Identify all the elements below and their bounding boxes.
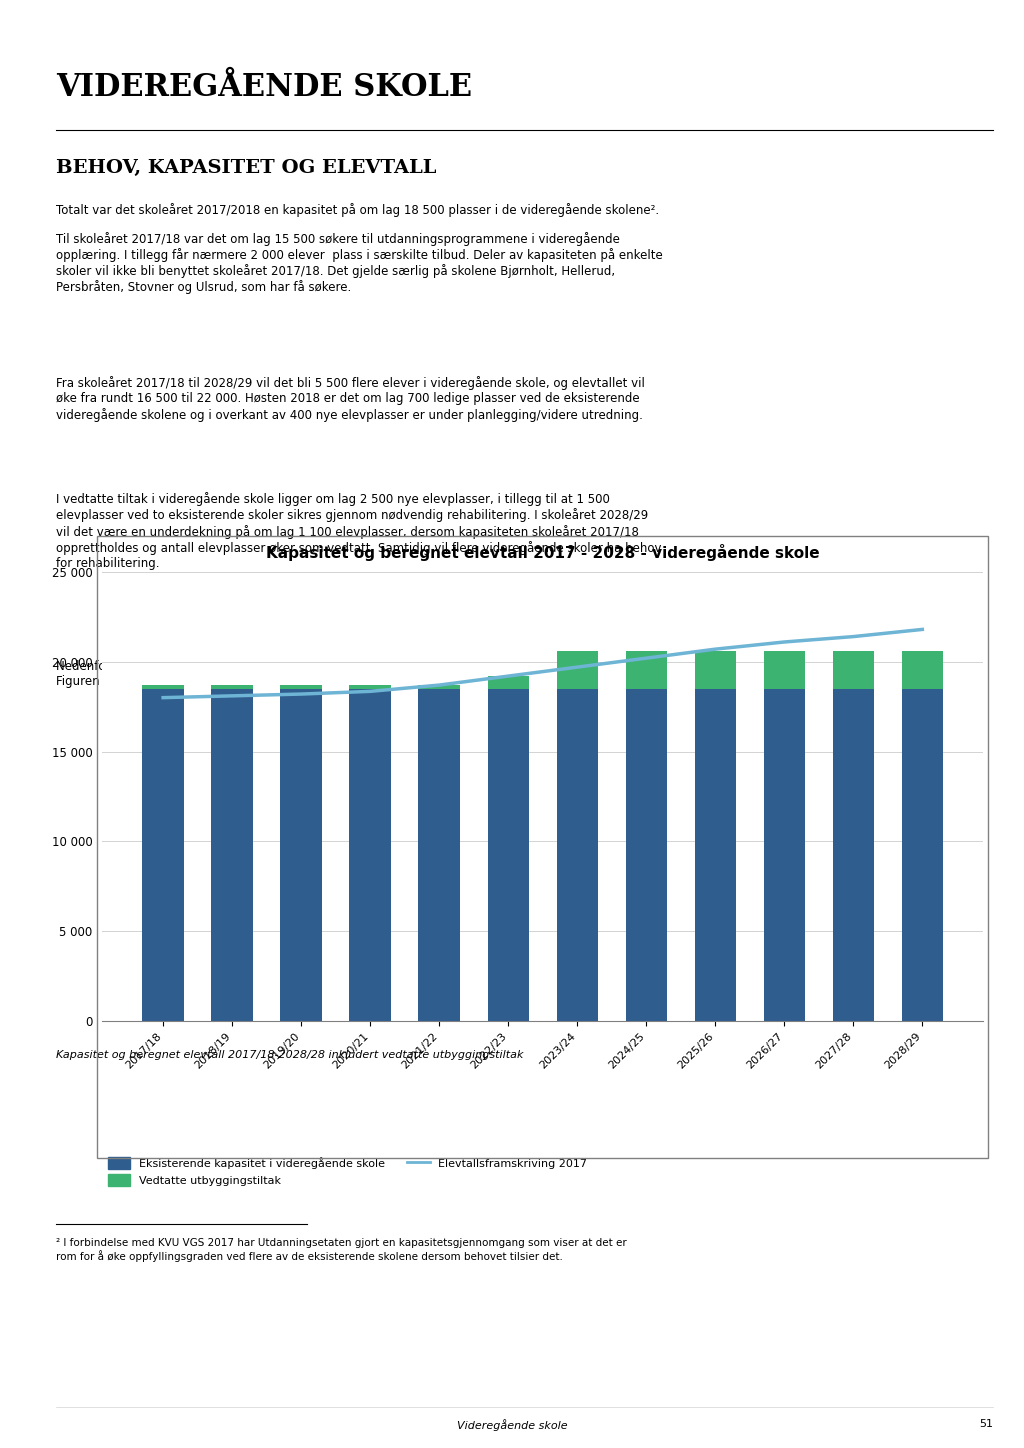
Elevtallsframskriving 2017 xyxy=(433,676,445,694)
Elevtallsframskriving 2017 xyxy=(295,685,307,702)
Elevtallsframskriving 2017 xyxy=(916,621,929,639)
Bar xyxy=(694,652,736,689)
Bar xyxy=(281,685,322,689)
Text: Kapasitet og beregnet elevtall 2017/18-2028/28 inkludert vedtatte utbyggingstilt: Kapasitet og beregnet elevtall 2017/18-2… xyxy=(56,1050,524,1060)
Text: Fra skoleåret 2017/18 til 2028/29 vil det bli 5 500 flere elever i videregående : Fra skoleåret 2017/18 til 2028/29 vil de… xyxy=(56,376,645,421)
Text: Totalt var det skoleåret 2017/2018 en kapasitet på om lag 18 500 plasser i de vi: Totalt var det skoleåret 2017/2018 en ka… xyxy=(56,203,659,217)
Elevtallsframskriving 2017 xyxy=(640,650,652,668)
Text: ² I forbindelse med KVU VGS 2017 har Utdanningsetaten gjort en kapasitetsgjennom: ² I forbindelse med KVU VGS 2017 har Utd… xyxy=(56,1238,627,1261)
Elevtallsframskriving 2017 xyxy=(571,659,584,676)
Text: 51: 51 xyxy=(979,1419,993,1429)
Elevtallsframskriving 2017 xyxy=(847,628,859,646)
Bar xyxy=(281,689,322,1021)
Bar xyxy=(901,689,943,1021)
Bar xyxy=(349,685,391,689)
Title: Kapasitet og beregnet elevtall 2017 - 2028 - videregående skole: Kapasitet og beregnet elevtall 2017 - 20… xyxy=(266,544,819,560)
Text: Videregående skole: Videregående skole xyxy=(457,1419,567,1431)
Bar xyxy=(211,689,253,1021)
Bar xyxy=(626,689,667,1021)
Bar xyxy=(901,652,943,689)
Elevtallsframskriving 2017 xyxy=(502,668,514,685)
Bar xyxy=(419,685,460,689)
Bar xyxy=(142,685,184,689)
Bar xyxy=(694,689,736,1021)
Bar xyxy=(487,676,529,689)
Text: VIDEREGÅENDE SKOLE: VIDEREGÅENDE SKOLE xyxy=(56,72,472,103)
Bar xyxy=(487,689,529,1021)
Bar xyxy=(556,689,598,1021)
Bar xyxy=(419,689,460,1021)
Bar xyxy=(833,689,874,1021)
Bar xyxy=(556,652,598,689)
Legend: Eksisterende kapasitet i videregående skole, Vedtatte utbyggingstiltak, Elevtall: Eksisterende kapasitet i videregående sk… xyxy=(108,1157,588,1186)
Bar xyxy=(764,652,805,689)
Text: Nedenfor er framtidig elevtall framstilt sammen med framtidig kapasitet i videre: Nedenfor er framtidig elevtall framstilt… xyxy=(56,659,642,688)
Text: Til skoleåret 2017/18 var det om lag 15 500 søkere til utdanningsprogrammene i v: Til skoleåret 2017/18 var det om lag 15 … xyxy=(56,232,664,294)
Bar xyxy=(211,685,253,689)
Elevtallsframskriving 2017 xyxy=(778,633,791,650)
Text: I vedtatte tiltak i videregående skole ligger om lag 2 500 nye elevplasser, i ti: I vedtatte tiltak i videregående skole l… xyxy=(56,492,662,569)
Line: Elevtallsframskriving 2017: Elevtallsframskriving 2017 xyxy=(163,630,923,698)
Bar xyxy=(349,689,391,1021)
Elevtallsframskriving 2017 xyxy=(157,689,169,707)
Bar xyxy=(142,689,184,1021)
Elevtallsframskriving 2017 xyxy=(709,640,721,657)
Elevtallsframskriving 2017 xyxy=(226,688,239,705)
Text: BEHOV, KAPASITET OG ELEVTALL: BEHOV, KAPASITET OG ELEVTALL xyxy=(56,159,436,177)
Elevtallsframskriving 2017 xyxy=(365,682,377,699)
Bar xyxy=(833,652,874,689)
Bar xyxy=(626,652,667,689)
Bar xyxy=(764,689,805,1021)
